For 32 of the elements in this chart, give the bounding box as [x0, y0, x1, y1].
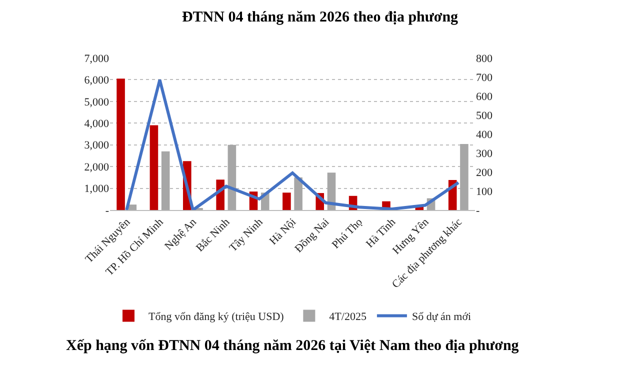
y2-tick-label: 300	[476, 148, 493, 160]
y2-tick-label: 800	[476, 52, 493, 65]
bar	[282, 192, 291, 210]
y-tick-label: 5,000	[84, 96, 110, 108]
chart-title: ĐTNN 04 tháng năm 2026 theo địa phương	[182, 9, 459, 26]
legend-label: Tổng vốn đăng ký (triệu USD)	[148, 310, 284, 323]
y2-tick-label: 700	[476, 72, 493, 84]
y-tick-label: 6,000	[84, 74, 110, 87]
text: Xếp hạng vốn ĐTNN 04 tháng năm 2026 tại Việt Nam theo địa phương	[66, 338, 520, 354]
bar	[116, 78, 125, 210]
y2-tick-label: 500	[476, 110, 493, 122]
y-tick-label: 2,000	[84, 161, 110, 174]
y2-tick-label: -	[476, 204, 480, 217]
bar	[228, 144, 236, 210]
bar	[128, 204, 137, 210]
y2-tick-label: 400	[476, 128, 493, 141]
legend-label: 4T/2025	[329, 310, 367, 323]
bar	[161, 151, 170, 210]
x-tick-label: Phú Thọ	[330, 216, 366, 252]
y-tick-label: 4,000	[84, 118, 110, 130]
line-series	[125, 78, 460, 210]
y-tick-label: 3,000	[84, 140, 110, 152]
legend-label: Số dự án mới	[412, 310, 472, 323]
bar	[460, 144, 468, 210]
bar	[294, 177, 302, 210]
bar	[150, 125, 158, 210]
y2-tick-label: 200	[476, 166, 493, 179]
y-tick-label: -	[105, 204, 110, 217]
y-tick-label: 1,000	[84, 183, 110, 196]
y2-tick-label: 600	[476, 90, 493, 103]
y-tick-label: 7,000	[84, 52, 110, 65]
y2-tick-label: 100	[476, 186, 493, 198]
